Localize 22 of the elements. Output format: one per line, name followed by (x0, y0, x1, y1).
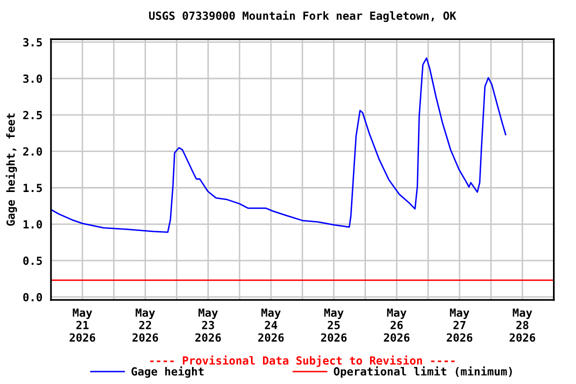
x-tick-label: May 28 2026 (510, 308, 536, 342)
text: ---- Provisional Data Subject to Revision ---- (150, 356, 455, 367)
x-tick-label: May 25 2026 (321, 308, 347, 342)
legend-label: Gage height (131, 366, 204, 378)
y-tick-label: 0.0 (23, 292, 42, 302)
x-tick-label: May 23 2026 (195, 308, 221, 342)
y-tick-label: 3.0 (23, 74, 42, 83)
y-tick-label: 3.5 (23, 38, 42, 46)
y-tick-label: 1.5 (24, 184, 42, 192)
y-tick-label: 2.0 (23, 147, 42, 156)
x-tick-label: May 24 2026 (258, 308, 284, 342)
line-series (50, 57, 506, 233)
x-tick-label: May 22 2026 (132, 308, 158, 342)
x-tick-label: May 27 2026 (446, 308, 472, 342)
y-tick-label: 0.5 (23, 256, 42, 265)
y-axis-title: Gage height, feet (6, 114, 18, 226)
y-tick-label: 1.0 (24, 220, 42, 229)
x-tick-label: May 21 2026 (70, 308, 96, 342)
chart-title: USGS 07339000 Mountain Fork near Eagletown, OK (149, 10, 456, 22)
y-tick-label: 2.5 (23, 110, 42, 120)
legend-label: Operational limit (minimum) (334, 366, 512, 378)
x-tick-label: May 26 2026 (384, 308, 410, 342)
